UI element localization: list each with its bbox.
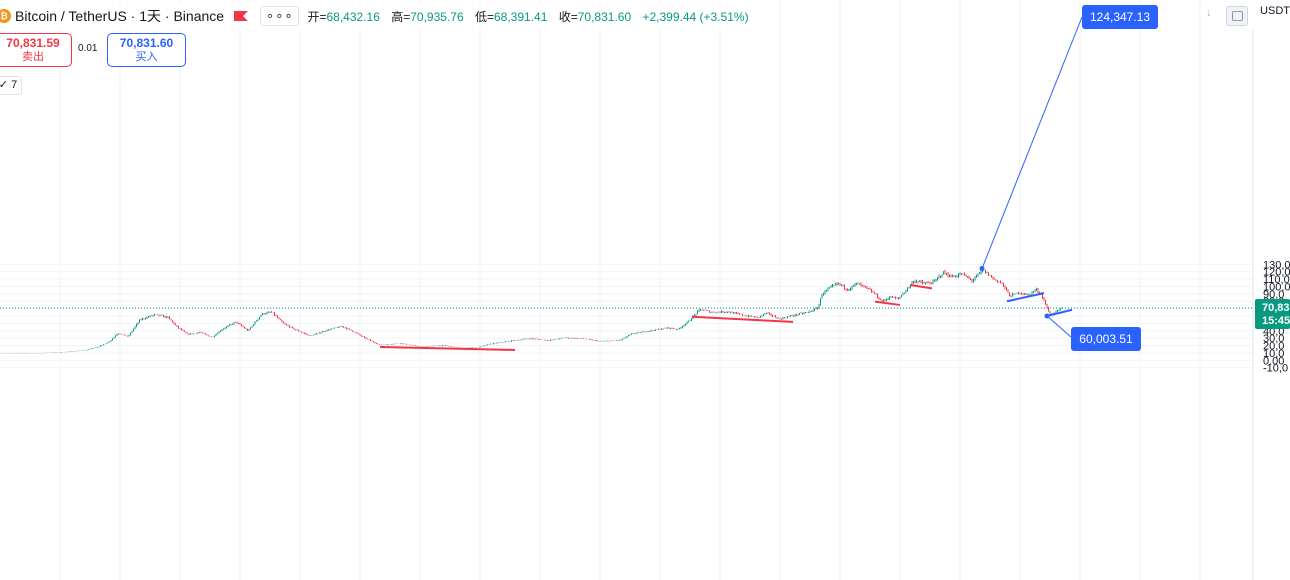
trendline-red[interactable] <box>909 284 933 290</box>
callout-line <box>1046 315 1072 338</box>
more-dots-icon[interactable]: ∘∘∘ <box>260 6 300 26</box>
low-value: 68,391.41 <box>494 9 548 24</box>
close-value: 70,831.60 <box>577 9 632 24</box>
annotations: 124,347.13 60,003.51 <box>979 5 1158 351</box>
y-tick-label: 20,0 <box>1263 341 1284 353</box>
trendline-red[interactable] <box>691 315 794 323</box>
price-axis-bg <box>1253 0 1290 580</box>
price-callout-label: 60,003.51 <box>1079 332 1133 346</box>
sell-label: 卖出 <box>22 51 44 63</box>
buy-button[interactable]: 70,831.60 买入 <box>107 33 186 67</box>
y-tick-label: 130,0 <box>1263 259 1290 271</box>
y-tick-label: 100,0 <box>1263 281 1290 293</box>
trendline-red[interactable] <box>379 345 516 351</box>
price-callout-label: 124,347.13 <box>1090 10 1150 24</box>
trendline-blue[interactable] <box>1046 308 1073 317</box>
spread-value: 0.01 <box>78 43 98 54</box>
countdown-label: 15:45 <box>1262 315 1290 327</box>
close-label: 收= <box>558 9 578 24</box>
chart-header: ₿ Bitcoin / TetherUS · 1天 · Binance ∘∘∘ … <box>0 4 755 28</box>
price-axis: 130,0120,0110,0100,090,080,070,060,050,0… <box>1252 0 1290 580</box>
change-value: +2,399.44 (+3.51%) <box>642 9 749 24</box>
bitcoin-icon[interactable]: ₿ <box>0 9 11 23</box>
y-tick-label: 90,0 <box>1263 289 1284 301</box>
last-price-tag <box>1255 299 1290 330</box>
currency-label[interactable]: USDT <box>1260 5 1290 17</box>
low-label: 低= <box>474 9 494 24</box>
buy-label: 买入 <box>135 51 158 63</box>
callout-anchor <box>1044 313 1050 319</box>
buy-price: 70,831.60 <box>119 36 174 50</box>
high-value: 70,935.76 <box>410 9 464 24</box>
high-label: 高= <box>391 9 411 24</box>
indicators-toggle[interactable]: ✓ 7 <box>0 76 22 95</box>
ohlc-readout: 开=68,432.16 高=70,935.76 低=68,391.41 收=70… <box>307 8 748 25</box>
y-tick-label: 110,0 <box>1263 274 1290 286</box>
callout-anchor <box>979 266 985 272</box>
price-callout[interactable] <box>1071 327 1141 351</box>
candles <box>0 269 1063 354</box>
open-label: 开= <box>307 9 327 24</box>
screenshot-icon[interactable] <box>1226 6 1248 26</box>
last-price-label: 70,83 <box>1262 302 1290 314</box>
y-tick-label: 0.00 <box>1263 355 1284 367</box>
symbol-title[interactable]: Bitcoin / TetherUS · 1天 · Binance <box>15 8 225 24</box>
callout-line <box>981 16 1083 269</box>
trendline-blue[interactable] <box>1006 292 1045 303</box>
y-tick-label: -10,0 <box>1263 363 1288 375</box>
trendline-red[interactable] <box>874 300 901 306</box>
down-arrow-icon[interactable]: ↓ <box>1206 5 1212 19</box>
y-tick-label: 30,0 <box>1263 333 1284 345</box>
price-callout[interactable] <box>1082 5 1158 29</box>
y-tick-label: 120,0 <box>1263 267 1290 279</box>
open-value: 68,432.16 <box>326 9 380 24</box>
y-tick-label: 10,0 <box>1263 348 1284 360</box>
flag-icon[interactable] <box>234 11 249 21</box>
chart-grid <box>0 0 1253 580</box>
trendlines <box>379 284 1073 351</box>
sell-button[interactable]: 70,831.59 卖出 <box>0 33 72 67</box>
sell-price: 70,831.59 <box>6 36 60 50</box>
